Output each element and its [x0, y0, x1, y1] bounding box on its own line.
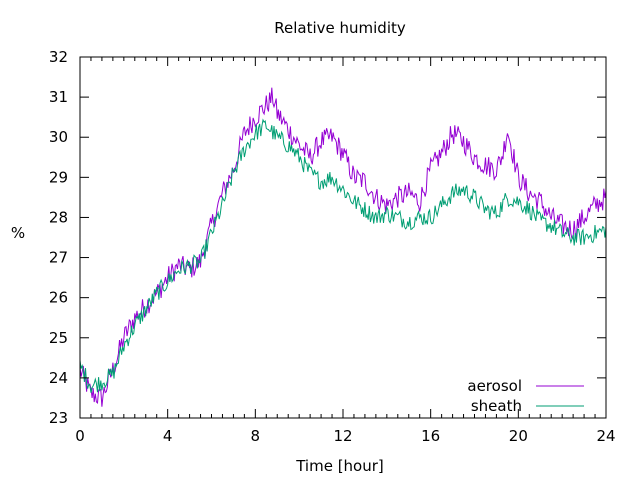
legend: aerosol sheath — [467, 377, 584, 415]
y-tick-label: 29 — [49, 168, 68, 186]
x-tick-label: 16 — [421, 427, 440, 445]
y-tick-label: 25 — [49, 329, 68, 347]
legend-label-sheath: sheath — [471, 397, 522, 415]
series-layer — [79, 87, 607, 407]
y-tick-label: 23 — [49, 409, 68, 427]
y-tick-label: 28 — [49, 208, 68, 226]
x-tick-label: 20 — [509, 427, 528, 445]
x-tick-label: 4 — [163, 427, 173, 445]
y-tick-label: 32 — [49, 48, 68, 66]
x-tick-label: 8 — [251, 427, 261, 445]
axis-ticks: 0 4 8 12 16 20 24 23 24 25 26 27 28 29 30 31 32 — [49, 48, 616, 445]
x-axis-label: Time [hour] — [295, 457, 384, 475]
series-line-aerosol — [79, 87, 607, 407]
y-tick-label: 26 — [49, 289, 68, 307]
legend-label-aerosol: aerosol — [467, 377, 522, 395]
plot-frame — [79, 56, 607, 419]
x-tick-label: 24 — [596, 427, 615, 445]
x-tick-label: 0 — [75, 427, 85, 445]
y-axis-label: % — [11, 224, 25, 242]
y-tick-label: 30 — [49, 128, 68, 146]
y-tick-label: 24 — [49, 369, 68, 387]
x-tick-label: 12 — [333, 427, 352, 445]
y-tick-label: 31 — [49, 88, 68, 106]
chart-title: Relative humidity — [274, 19, 406, 37]
y-tick-label: 27 — [49, 249, 68, 267]
series-line-sheath — [79, 118, 607, 393]
